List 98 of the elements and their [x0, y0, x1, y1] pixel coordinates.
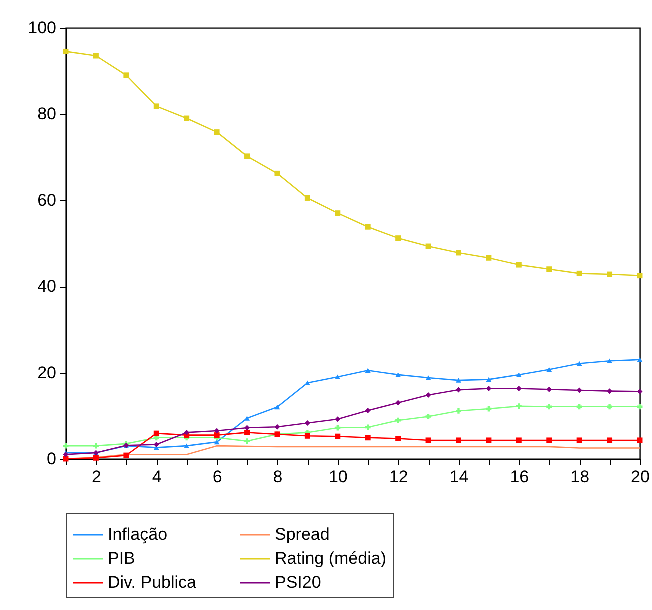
- point: [426, 244, 432, 250]
- x-tick-label: 8: [273, 468, 283, 486]
- point: [184, 444, 190, 448]
- point: [396, 436, 402, 442]
- point: [576, 388, 582, 394]
- x-tick-label: 14: [450, 468, 469, 486]
- point: [304, 433, 310, 439]
- point: [244, 416, 250, 421]
- point: [426, 392, 432, 398]
- point: [335, 210, 341, 216]
- point: [365, 435, 371, 441]
- point: [486, 255, 492, 261]
- point: [456, 438, 462, 444]
- x-tick-label: 12: [389, 468, 408, 486]
- y-tick-label: 80: [38, 104, 56, 124]
- point: [607, 404, 613, 410]
- point: [576, 361, 582, 366]
- point: [365, 224, 371, 230]
- point: [274, 424, 280, 430]
- x-tick-label: 6: [212, 468, 222, 486]
- point: [274, 170, 280, 176]
- point: [426, 414, 432, 420]
- point: [607, 438, 613, 444]
- point: [335, 425, 341, 431]
- y-tick-label: 0: [47, 450, 56, 468]
- legend-label: Spread: [275, 525, 330, 544]
- point: [456, 408, 462, 414]
- legend-label: Div. Publica: [108, 573, 198, 592]
- point: [244, 425, 250, 431]
- point: [607, 358, 613, 364]
- point: [214, 428, 220, 434]
- point: [124, 72, 130, 78]
- point: [154, 442, 160, 448]
- point: [607, 272, 613, 278]
- y-tick-label: 60: [38, 190, 56, 210]
- point: [154, 104, 160, 110]
- point: [154, 430, 160, 436]
- y-tick-label: 100: [28, 18, 56, 38]
- point: [184, 430, 190, 436]
- point: [486, 438, 492, 444]
- x-tick-label: 4: [152, 468, 162, 486]
- point: [546, 386, 552, 392]
- point: [93, 455, 99, 461]
- point: [576, 404, 582, 410]
- point: [93, 443, 99, 449]
- legend-label: PSI20: [275, 573, 322, 592]
- point: [365, 408, 371, 414]
- point: [335, 374, 341, 380]
- x-tick-label: 10: [328, 468, 348, 486]
- point: [396, 400, 402, 406]
- point: [244, 154, 250, 160]
- point: [396, 236, 402, 242]
- point: [335, 434, 341, 440]
- legend-label: Inflação: [108, 525, 168, 544]
- x-tick-label: 18: [570, 468, 590, 486]
- point: [516, 262, 522, 268]
- point: [516, 404, 522, 410]
- point: [576, 438, 582, 444]
- point: [124, 452, 130, 458]
- point: [456, 387, 462, 393]
- point: [214, 130, 220, 136]
- point: [576, 270, 582, 276]
- point: [365, 368, 371, 374]
- point: [637, 438, 643, 444]
- point: [516, 386, 522, 392]
- point: [274, 404, 280, 410]
- point: [214, 432, 220, 438]
- point: [244, 430, 250, 436]
- point: [396, 418, 402, 424]
- x-tick-label: 20: [631, 468, 650, 486]
- x-tick-label: 2: [92, 468, 102, 486]
- point: [516, 438, 522, 444]
- point: [486, 386, 492, 392]
- point: [365, 424, 371, 430]
- legend-label: Rating (média): [275, 549, 386, 568]
- point: [426, 438, 432, 444]
- point: [516, 372, 522, 378]
- point: [396, 372, 402, 378]
- point: [546, 438, 552, 444]
- point: [184, 116, 190, 122]
- point: [93, 53, 99, 59]
- point: [304, 196, 310, 201]
- y-tick-label: 20: [38, 363, 56, 382]
- point: [456, 378, 462, 383]
- point: [304, 420, 310, 426]
- point: [637, 273, 643, 279]
- x-tick-label: 16: [510, 468, 530, 486]
- point: [426, 376, 432, 380]
- point: [546, 367, 552, 372]
- point: [546, 266, 552, 272]
- point: [244, 438, 250, 444]
- point: [486, 377, 492, 382]
- point: [456, 250, 462, 256]
- legend-label: PIB: [108, 549, 136, 568]
- point: [63, 48, 69, 54]
- point: [335, 416, 341, 422]
- point: [546, 404, 552, 410]
- y-tick-label: 40: [38, 277, 56, 296]
